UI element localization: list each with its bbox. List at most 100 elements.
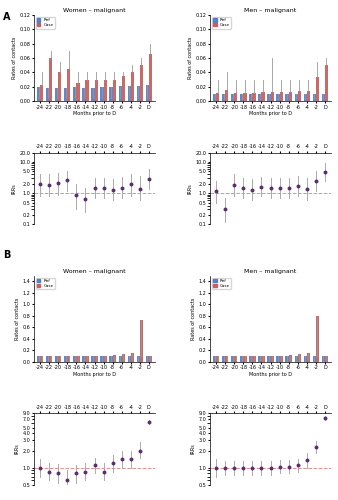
Point — [47, 468, 52, 476]
Bar — [58, 72, 62, 101]
Bar — [322, 356, 325, 362]
Point — [295, 182, 300, 190]
Point — [241, 184, 246, 192]
Point — [55, 179, 61, 187]
Bar — [316, 316, 319, 362]
Y-axis label: Rates of contacts: Rates of contacts — [12, 37, 17, 80]
Point — [277, 462, 282, 470]
Point — [110, 459, 115, 467]
Bar — [113, 80, 116, 101]
X-axis label: Months prior to D: Months prior to D — [73, 372, 116, 376]
Y-axis label: Rates of contacts: Rates of contacts — [15, 298, 20, 340]
Point — [137, 446, 143, 454]
Point — [322, 168, 328, 176]
Legend: Ref, Case: Ref, Case — [212, 278, 231, 289]
Bar — [225, 90, 228, 101]
Point — [214, 464, 219, 472]
Bar — [280, 356, 283, 362]
Bar — [325, 66, 328, 101]
Point — [74, 192, 79, 200]
Bar — [113, 355, 116, 362]
Bar — [280, 92, 283, 101]
Point — [313, 443, 318, 451]
Y-axis label: Rates of contacts: Rates of contacts — [188, 37, 193, 80]
Point — [268, 184, 273, 192]
Bar — [67, 69, 71, 101]
Bar — [222, 94, 225, 101]
Title: Women – malignant: Women – malignant — [63, 8, 126, 13]
Bar — [262, 356, 265, 362]
Point — [119, 454, 124, 462]
Bar — [258, 356, 262, 362]
Bar — [149, 54, 152, 101]
Bar — [103, 356, 107, 362]
Bar — [252, 356, 256, 362]
Y-axis label: IRRs: IRRs — [15, 444, 20, 454]
Bar — [46, 88, 49, 101]
Bar — [122, 354, 125, 362]
Bar — [216, 92, 219, 101]
Bar — [234, 92, 238, 101]
Bar — [140, 66, 143, 101]
Point — [259, 182, 264, 190]
Bar — [119, 356, 122, 362]
Point — [83, 195, 88, 203]
Bar — [304, 94, 307, 101]
Bar — [37, 87, 40, 101]
Bar — [82, 356, 86, 362]
Bar — [231, 94, 234, 101]
Bar — [110, 87, 113, 101]
Text: B: B — [3, 250, 11, 260]
Bar — [131, 72, 134, 101]
Title: Women – malignant: Women – malignant — [63, 269, 126, 274]
Point — [232, 464, 237, 472]
Bar — [127, 356, 131, 362]
Point — [277, 184, 282, 192]
Point — [101, 468, 106, 476]
Bar — [276, 356, 280, 362]
Bar — [103, 80, 107, 101]
Point — [241, 464, 246, 472]
Bar — [122, 76, 125, 101]
Bar — [316, 78, 319, 101]
Bar — [40, 356, 43, 362]
Y-axis label: IRRs: IRRs — [12, 183, 17, 194]
Bar — [270, 356, 274, 362]
Bar — [322, 94, 325, 101]
Text: A: A — [3, 12, 11, 22]
Bar — [37, 356, 40, 362]
Bar — [140, 320, 143, 362]
Point — [146, 418, 151, 426]
Point — [92, 184, 97, 192]
Bar — [313, 94, 316, 101]
Legend: Ref, Case: Ref, Case — [36, 17, 55, 28]
Bar — [298, 354, 301, 362]
Bar — [325, 356, 328, 362]
Y-axis label: Rates of contacts: Rates of contacts — [191, 298, 196, 340]
Bar — [240, 94, 243, 101]
Point — [74, 470, 79, 478]
X-axis label: Months prior to D: Months prior to D — [249, 372, 292, 376]
Bar — [46, 356, 49, 362]
Bar — [86, 80, 89, 101]
Point — [128, 180, 134, 188]
Bar — [294, 356, 298, 362]
Bar — [225, 356, 228, 362]
Bar — [73, 87, 76, 101]
Bar — [91, 88, 95, 101]
Bar — [95, 356, 98, 362]
Legend: Ref, Case: Ref, Case — [36, 278, 55, 289]
Point — [38, 180, 43, 188]
Bar — [76, 356, 79, 362]
Bar — [270, 92, 274, 101]
Bar — [86, 356, 89, 362]
Point — [222, 206, 228, 214]
Bar — [213, 94, 216, 101]
Bar — [258, 94, 262, 101]
Bar — [234, 356, 238, 362]
Point — [295, 462, 300, 469]
Bar — [127, 86, 131, 101]
Point — [101, 184, 106, 192]
Point — [83, 468, 88, 476]
Bar — [49, 356, 52, 362]
